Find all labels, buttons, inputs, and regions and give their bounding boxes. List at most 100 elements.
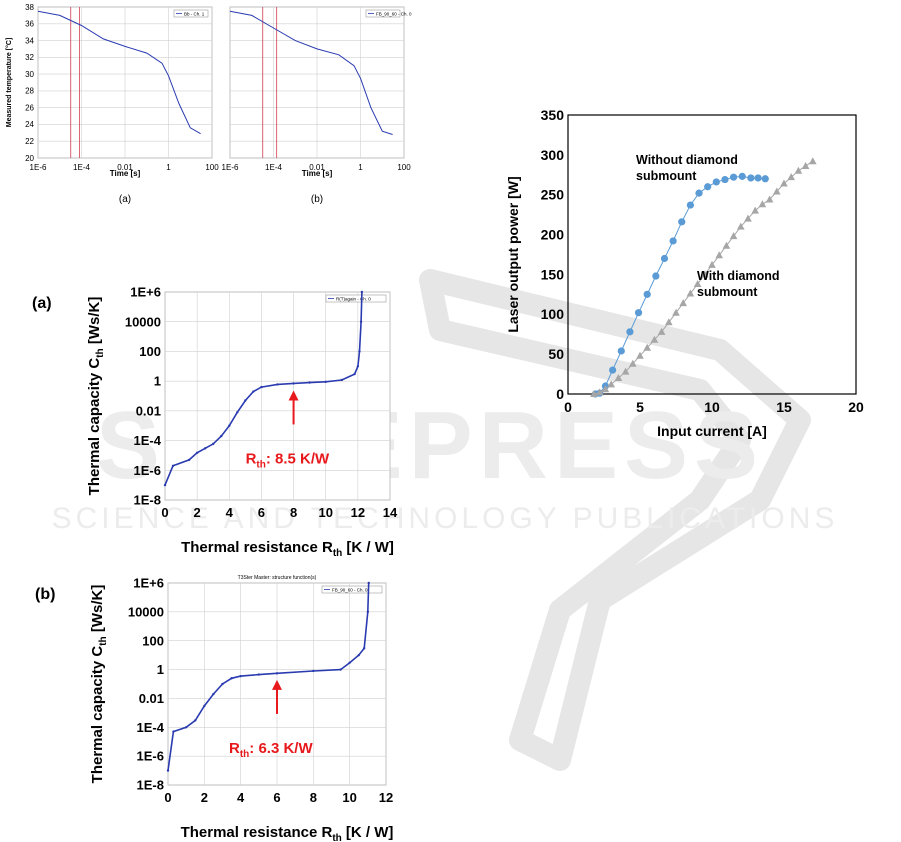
data-point (643, 290, 651, 298)
data-point (765, 195, 774, 203)
y-tick-label: 1E-6 (134, 463, 161, 478)
x-tick-label: 4 (226, 505, 234, 520)
data-point (359, 320, 363, 323)
x-tick-label: 100 (397, 163, 411, 172)
data-point (609, 366, 617, 374)
data-point (617, 347, 625, 355)
y-tick-label: 1E+6 (130, 285, 161, 300)
data-point (166, 769, 170, 772)
data-point (194, 719, 197, 722)
data-point (754, 174, 762, 182)
data-point (744, 214, 752, 222)
data-point (715, 251, 723, 259)
x-tick-label: 1E-4 (73, 163, 90, 172)
data-point (275, 672, 279, 675)
data-point (220, 434, 223, 438)
y-tick-label: 0.01 (136, 403, 161, 418)
legend-label: R(T)again - Ch. 0 (336, 296, 371, 301)
data-point (660, 254, 669, 263)
data-point (260, 385, 263, 389)
y-tick-label: 1 (157, 662, 164, 677)
x-tick-label: 10 (318, 505, 332, 520)
y-tick-label: 26 (25, 103, 34, 112)
data-point (212, 442, 215, 446)
data-point (794, 166, 803, 174)
y-axis-title: Measured temperature [°C] (5, 38, 13, 128)
x-tick-label: 12 (351, 505, 365, 520)
data-point (312, 669, 315, 673)
y-tick-label: 38 (25, 3, 34, 12)
data-point (634, 309, 643, 317)
x-tick-label: 2 (194, 505, 201, 520)
x-tick-label: 12 (379, 790, 393, 805)
chart-struct-a: 0 2 4 6 8 10 12 14 1E-8 1E-6 1E-4 0.01 1 100 10000 1E+6… (32, 285, 398, 559)
x-tick-label: 4 (237, 790, 245, 805)
data-point (590, 390, 598, 397)
series-line (595, 175, 766, 395)
series-line (229, 10, 393, 135)
panel-caption: (a) (119, 194, 131, 205)
x-axis-title: Input current [A] (657, 423, 767, 439)
data-point (252, 390, 255, 393)
data-point (787, 173, 795, 181)
x-axis-title: Thermal resistance Rth [K / W] (181, 824, 394, 842)
data-point (230, 677, 233, 680)
data-point (701, 270, 709, 278)
data-point (737, 222, 745, 230)
y-tick-label: 1E-4 (137, 720, 165, 735)
legend: Bb - Ch. 1 (173, 9, 209, 18)
data-point (324, 380, 327, 384)
data-point (614, 374, 623, 382)
data-point (358, 350, 361, 353)
data-point (366, 610, 370, 614)
y-tick-label: 350 (541, 107, 565, 123)
series-line (164, 291, 363, 486)
data-point (292, 382, 295, 385)
x-axis-title: Time [s] (302, 169, 333, 178)
data-point (712, 178, 720, 186)
data-point (348, 661, 351, 664)
data-point (601, 385, 610, 393)
y-tick-label: 0 (556, 386, 564, 402)
data-point (729, 232, 738, 240)
data-point (228, 424, 231, 427)
data-point (665, 318, 673, 326)
data-point (657, 327, 666, 335)
x-tick-label: 14 (383, 505, 398, 520)
data-point (672, 308, 680, 316)
watermark-line2: SCIENCE AND TECHNOLOGY PUBLICATIONS (52, 502, 839, 535)
y-tick-label: 34 (25, 36, 34, 45)
data-point (669, 237, 677, 245)
data-point (730, 173, 738, 181)
data-point (195, 451, 199, 455)
series-label: With diamond (697, 269, 780, 283)
data-point (244, 399, 247, 402)
data-point (678, 218, 686, 226)
data-point (686, 289, 695, 297)
x-axis-title: Time [s] (110, 169, 141, 178)
x-tick-label: 0 (161, 505, 168, 520)
data-point (643, 343, 651, 351)
y-tick-label: 1E+6 (133, 576, 164, 591)
data-point (722, 241, 731, 249)
y-tick-label: 1E-8 (134, 493, 161, 508)
data-point (171, 464, 175, 468)
data-point (236, 411, 239, 414)
data-point (221, 682, 224, 686)
y-tick-label: 22 (25, 137, 34, 146)
data-point (595, 388, 604, 396)
legend: R(T)again - Ch. 0 (325, 294, 387, 303)
x-tick-label: 1E-4 (265, 163, 282, 172)
panel-caption: (b) (311, 194, 323, 205)
annotation-label: Rth: 6.3 K/W (229, 740, 313, 760)
data-point (357, 653, 360, 657)
data-point (693, 279, 702, 287)
x-tick-label: 20 (848, 399, 864, 415)
plot-frame (567, 114, 857, 395)
data-point (721, 175, 729, 184)
data-point (203, 704, 206, 708)
chart-title: T3Ster Master: structure function(s) (238, 575, 317, 581)
data-point (308, 381, 311, 384)
legend-label: FB_90_60 - Ch. 0 (376, 11, 412, 16)
